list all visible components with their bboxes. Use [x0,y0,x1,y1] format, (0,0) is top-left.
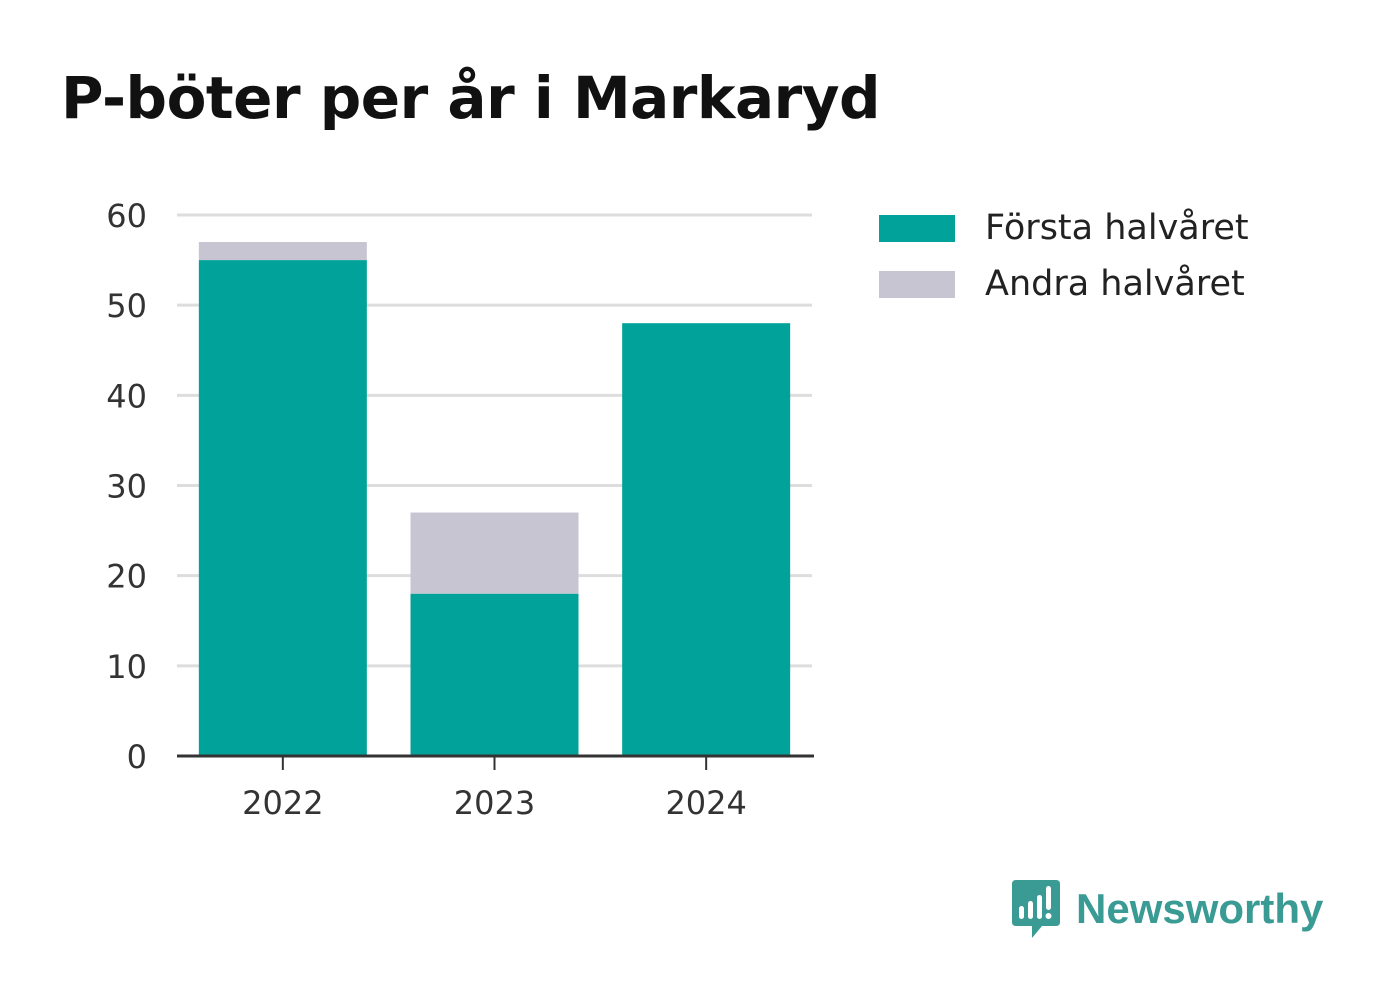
bar-2022-series-2 [198,242,367,261]
bar-chart-speech-bubble-icon [1012,880,1060,938]
y-tick-label-50: 50 [106,287,147,325]
y-tick-label-30: 30 [106,468,147,506]
x-tick-label-2024: 2024 [665,784,746,822]
legend-item-series-2: Andra halvåret [879,256,1249,312]
y-tick-label-0: 0 [127,738,147,776]
legend-swatch-series-1 [879,214,955,242]
y-tick-label-60: 60 [106,197,147,235]
bar-2022-series-1 [198,260,367,756]
bar-2023-series-2 [410,512,579,594]
x-tick-label-2022: 2022 [242,784,323,822]
bar-2024-series-1 [622,323,791,756]
x-tick-label-2023: 2023 [454,784,535,822]
legend-label-series-2: Andra halvåret [985,264,1245,304]
y-tick-label-40: 40 [106,377,147,415]
brand-logo: Newsworthy [1010,878,1323,940]
legend-swatch-series-2 [879,270,955,298]
legend-item-series-1: Första halvåret [879,200,1249,256]
bar-2023-series-1 [410,593,579,756]
y-tick-label-10: 10 [106,648,147,686]
chart-title: P-böter per år i Markaryd [61,64,881,132]
brand-name: Newsworthy [1076,885,1324,932]
legend: Första halvåret Andra halvåret [879,200,1249,312]
legend-label-series-1: Första halvåret [985,208,1249,248]
y-tick-label-20: 20 [106,558,147,596]
